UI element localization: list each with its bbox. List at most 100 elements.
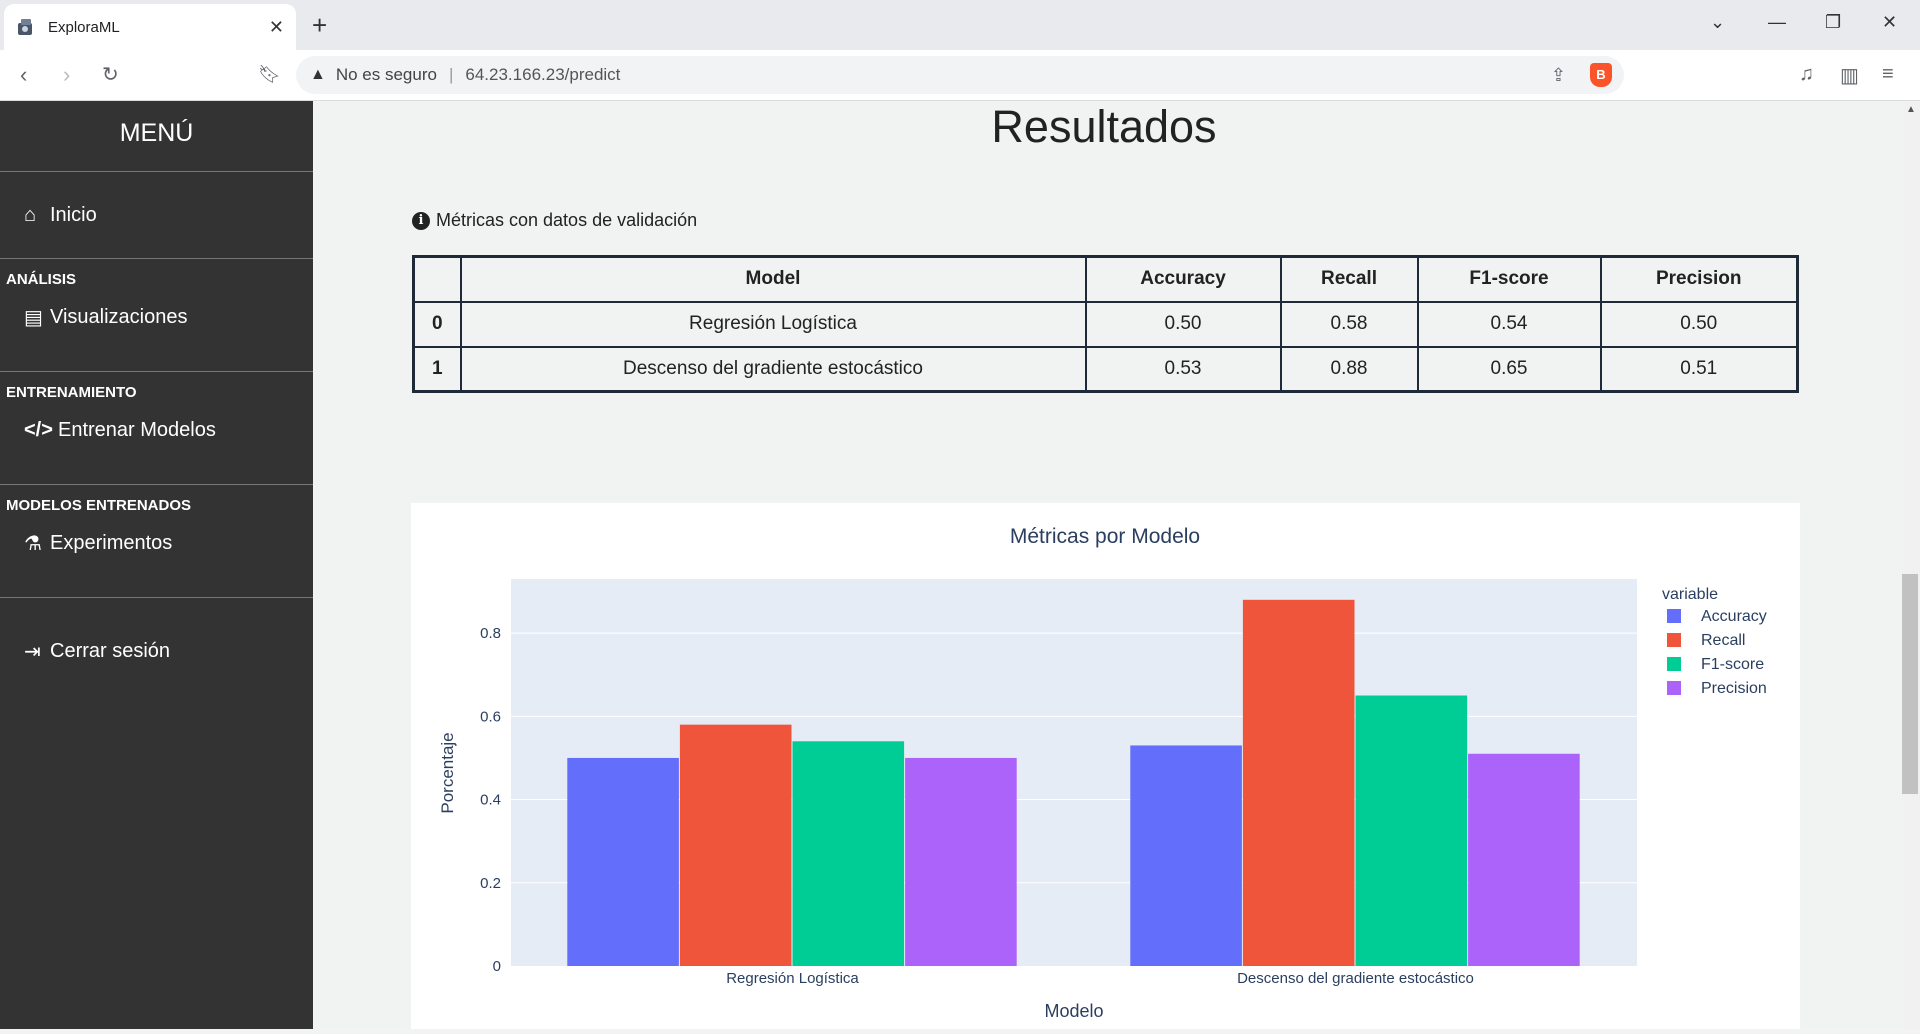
table-header-accuracy: Accuracy [1084,255,1282,303]
sidebar-section-training: ENTRENAMIENTO </> Entrenar Modelos [0,372,313,485]
scrollbar-track[interactable] [1904,101,1920,1029]
chart-legend: Accuracy Recall F1-score Precision [1667,608,1767,697]
forward-icon[interactable]: › [63,62,71,87]
address-bar[interactable]: ▲ No es seguro | 64.23.166.23/predict ⇪ … [296,56,1624,94]
legend-swatch[interactable] [1667,681,1681,695]
table-cell: 0.54 [1416,300,1602,348]
table-header-recall: Recall [1279,255,1419,303]
table-cell: 0 [412,300,462,348]
logout-icon: ⇥ [24,640,41,663]
table-cell: 1 [412,345,462,393]
legend-swatch[interactable] [1667,657,1681,671]
chart-bars [567,599,1580,966]
warning-icon[interactable]: ▲ [310,66,326,83]
legend-label[interactable]: Accuracy [1701,608,1767,625]
sidebar-item-label: Entrenar Modelos [58,418,216,441]
sidebar-item-cerrar-sesion[interactable]: ⇥ Cerrar sesión [0,598,313,704]
sidebar-category: MODELOS ENTRENADOS [6,497,192,514]
bar[interactable] [1355,695,1468,966]
table-cell: 0.50 [1084,300,1282,348]
info-text: Métricas con datos de validación [436,210,698,230]
info-note: i Métricas con datos de validación [412,210,697,231]
browser-menu-icon[interactable]: ≡ [1882,63,1894,85]
bar[interactable] [1242,599,1355,966]
bar[interactable] [905,757,1017,966]
table-header-f1: F1-score [1416,255,1602,303]
browser-tab[interactable]: ExploraML ✕ [4,4,296,50]
sidebar-item-label: Cerrar sesión [50,639,171,662]
y-tick-label: 0.6 [480,708,501,725]
legend-label[interactable]: F1-score [1701,656,1764,673]
table-header-row: Model Accuracy Recall F1-score Precision [412,255,1799,303]
new-tab-icon[interactable]: + [312,10,328,40]
sidebar-item-label: Visualizaciones [50,305,188,328]
sidebar-item-visualizaciones[interactable]: ▤ Visualizaciones [0,285,313,371]
table-header-precision: Precision [1599,255,1799,303]
bar[interactable] [1130,745,1242,966]
sidebar-item-experimentos[interactable]: ⚗ Experimentos [0,511,313,597]
tab-search-icon[interactable]: ⌄ [1710,12,1726,32]
url-text[interactable]: 64.23.166.23/predict [465,65,621,84]
chart-title: Métricas por Modelo [1010,525,1200,548]
tab-close-icon[interactable]: ✕ [268,16,284,37]
table-cell: Regresión Logística [459,300,1087,348]
table-cell: 0.58 [1279,300,1419,348]
scroll-up-arrow-icon[interactable]: ▲ [1906,104,1916,115]
x-tick-label: Regresión Logística [726,970,859,987]
browser-tabbar: ExploraML ✕ + ⌄ — ❐ ✕ [0,0,1920,50]
table-cell: Descenso del gradiente estocástico [459,345,1087,393]
sidebar-item-entrenar-modelos[interactable]: </> Entrenar Modelos [0,398,313,484]
y-axis-label: Porcentaje [438,732,457,813]
minimize-icon[interactable]: — [1768,12,1786,32]
sidebar-item-label: Inicio [50,203,97,226]
sidebar-item-inicio[interactable]: ⌂ Inicio [0,172,313,258]
metrics-bar-chart: Métricas por Modelo 0 0.2 0.4 0.6 0.8 Regres… [438,525,1767,1021]
table-cell: 0.65 [1416,345,1602,393]
bar[interactable] [792,741,905,966]
bookmark-icon[interactable]: 🔖︎ [258,64,281,84]
window-close-icon[interactable]: ✕ [1882,12,1898,32]
bar[interactable] [567,757,679,966]
y-tick-label: 0.8 [480,625,501,642]
legend-swatch[interactable] [1667,633,1681,647]
home-icon: ⌂ [24,203,37,226]
table-header-index [412,255,462,303]
media-icon[interactable]: ♫ [1799,63,1814,85]
share-icon[interactable]: ⇪ [1550,65,1566,85]
restore-icon[interactable]: ❐ [1825,12,1842,32]
y-tick-label: 0.4 [480,792,501,809]
table-header-model: Model [459,255,1087,303]
y-tick-label: 0.2 [480,875,501,892]
bar[interactable] [679,724,792,966]
sidebar-section-trained: MODELOS ENTRENADOS ⚗ Experimentos [0,485,313,598]
scrollbar-thumb[interactable] [1902,574,1918,794]
info-icon: i [412,211,430,230]
brave-shields-icon[interactable]: B [1590,63,1612,87]
main-content: Resultados i Métricas con datos de valid… [313,101,1904,1029]
sidebar-toggle-icon[interactable]: ▥ [1840,65,1859,87]
table-cell: 0.88 [1279,345,1419,393]
legend-title: variable [1662,586,1718,603]
sidebar-header: MENÚ [0,101,313,172]
x-tick-labels: Regresión Logística Descenso del gradient… [726,970,1474,987]
code-icon: </> [24,418,53,441]
legend-swatch[interactable] [1667,609,1681,623]
flask-icon: ⚗ [24,532,42,555]
app-favicon-icon [18,19,32,35]
legend-label[interactable]: Recall [1701,632,1745,649]
tab-title: ExploraML [48,18,120,36]
sidebar-section-analysis: ANÁLISIS ▤ Visualizaciones [0,259,313,372]
legend-label[interactable]: Precision [1701,680,1767,697]
table-cell: 0.53 [1084,345,1282,393]
not-secure-label[interactable]: No es seguro [335,65,437,84]
url-separator: | [448,65,454,84]
sidebar-item-label: Experimentos [50,531,173,554]
sidebar-category: ANÁLISIS [6,271,77,288]
table-cell: 0.51 [1599,345,1799,393]
metrics-table: Model Accuracy Recall F1-score Precision… [412,255,1799,393]
reload-icon[interactable]: ↻ [102,64,119,86]
sidebar-category: ENTRENAMIENTO [6,384,137,401]
back-icon[interactable]: ‹ [20,62,28,87]
bar[interactable] [1468,753,1580,966]
x-tick-label: Descenso del gradiente estocástico [1237,970,1474,987]
